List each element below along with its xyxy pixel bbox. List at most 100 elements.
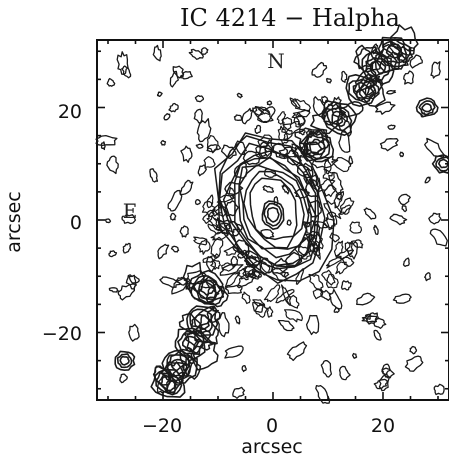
- halo-contour: [312, 288, 324, 300]
- halo-contour: [201, 201, 216, 217]
- upper-arm-contour: [302, 130, 327, 162]
- x-tick-label-minus20: −20: [142, 415, 182, 437]
- lower-arm-contour: [206, 306, 221, 324]
- halo-contour: [248, 268, 261, 280]
- noise-contour: [149, 168, 159, 183]
- lower-arm-contour: [188, 269, 225, 304]
- noise-contour: [104, 218, 112, 224]
- halo-contour: [210, 259, 221, 270]
- noise-contour: [168, 102, 179, 113]
- y-tick-label-minus20: −20: [42, 323, 82, 345]
- noise-contour: [365, 312, 378, 325]
- halo-contour: [210, 236, 224, 258]
- noise-contour: [179, 225, 189, 238]
- ring-knot-contour: [307, 199, 322, 218]
- noise-contour: [402, 257, 410, 267]
- noise-contour: [256, 285, 264, 292]
- halo-contour: [323, 184, 337, 198]
- upper-arm-contour: [383, 51, 409, 70]
- upper-arm-contour: [385, 43, 402, 59]
- upper-arm-contour: [321, 101, 358, 136]
- ring-knot-contour: [232, 239, 250, 256]
- noise-contour: [430, 61, 441, 79]
- noise-contour: [373, 329, 382, 341]
- upper-arm-contour: [298, 129, 335, 163]
- noise-contour: [409, 345, 418, 355]
- noise-contour: [333, 307, 340, 314]
- halo-contour: [281, 120, 302, 135]
- isolated-knot-contour: [114, 350, 136, 371]
- isolated-knot-contour: [418, 100, 436, 116]
- noise-contour: [160, 139, 167, 146]
- noise-contour: [286, 219, 292, 226]
- noise-contour: [216, 312, 230, 338]
- noise-contour: [311, 61, 328, 78]
- noise-contour: [298, 128, 306, 136]
- lower-arm-contour: [182, 261, 205, 294]
- noise-contour: [263, 168, 277, 178]
- noise-contour: [381, 363, 391, 376]
- upper-arm-contour: [309, 138, 326, 156]
- lower-arm-contour: [177, 330, 204, 355]
- halo-contour: [339, 197, 355, 215]
- noise-contour: [387, 124, 396, 130]
- isolated-knot-contour: [119, 355, 130, 366]
- halo-contour: [275, 288, 295, 304]
- noise-contour: [262, 185, 275, 193]
- isolated-knot-contour: [438, 158, 449, 169]
- halo-contour: [252, 299, 265, 307]
- x-tick-label-0: 0: [266, 415, 278, 437]
- noise-contour: [108, 287, 119, 293]
- ring-knot-contour: [224, 181, 244, 196]
- noise-contour: [340, 280, 352, 291]
- noise-contour: [398, 193, 411, 206]
- halo-contour: [252, 106, 264, 117]
- chart-title: IC 4214 − Halpha: [180, 4, 400, 32]
- ring-knot-contour: [225, 221, 243, 237]
- lower-arm-contour: [160, 375, 178, 392]
- noise-contour: [194, 198, 201, 206]
- noise-contour: [224, 284, 243, 295]
- halo-contour: [291, 109, 311, 119]
- noise-contour: [163, 113, 171, 121]
- noise-contour: [128, 274, 140, 284]
- ring-knot-contour: [304, 179, 320, 198]
- upper-arm-contour: [370, 60, 387, 77]
- upper-arm-contour: [306, 134, 331, 160]
- noise-contour: [156, 91, 163, 97]
- noise-contour: [328, 288, 343, 310]
- lower-arm-contour: [150, 369, 186, 398]
- noise-contour: [219, 263, 244, 276]
- noise-contour: [370, 43, 379, 55]
- noise-contour: [194, 94, 205, 103]
- halo-contour: [308, 236, 320, 254]
- lower-arm-contour: [181, 356, 202, 380]
- ring-knot-contour: [233, 162, 248, 179]
- noise-contour: [386, 89, 397, 95]
- noise-contour: [175, 276, 188, 286]
- noise-contour: [254, 124, 262, 135]
- upper-arm-contour: [352, 81, 370, 99]
- lower-arm-contour: [198, 279, 216, 296]
- ring-knot-contour: [284, 251, 303, 267]
- halo-contour: [335, 261, 348, 275]
- noise-contour: [180, 145, 193, 163]
- noise-contour: [206, 144, 218, 153]
- isolated-knot-contour: [421, 103, 433, 113]
- noise-contour: [195, 143, 204, 149]
- x-axis-label: arcsec: [241, 436, 303, 458]
- noise-contour: [379, 138, 399, 152]
- halo-contour: [254, 303, 268, 318]
- noise-contour: [409, 54, 423, 69]
- halo-contour: [344, 241, 354, 256]
- noise-contour: [373, 317, 387, 329]
- tick-layer: [97, 40, 449, 400]
- ring-knot-contour: [286, 149, 302, 166]
- noise-contour: [389, 213, 408, 226]
- halo-contour: [203, 156, 216, 168]
- y-tick-label-20: 20: [58, 101, 82, 123]
- isolated-knot-contour: [415, 97, 439, 118]
- noise-contour: [424, 176, 431, 184]
- ring-knot-contour: [272, 142, 289, 160]
- noise-contour: [100, 141, 106, 151]
